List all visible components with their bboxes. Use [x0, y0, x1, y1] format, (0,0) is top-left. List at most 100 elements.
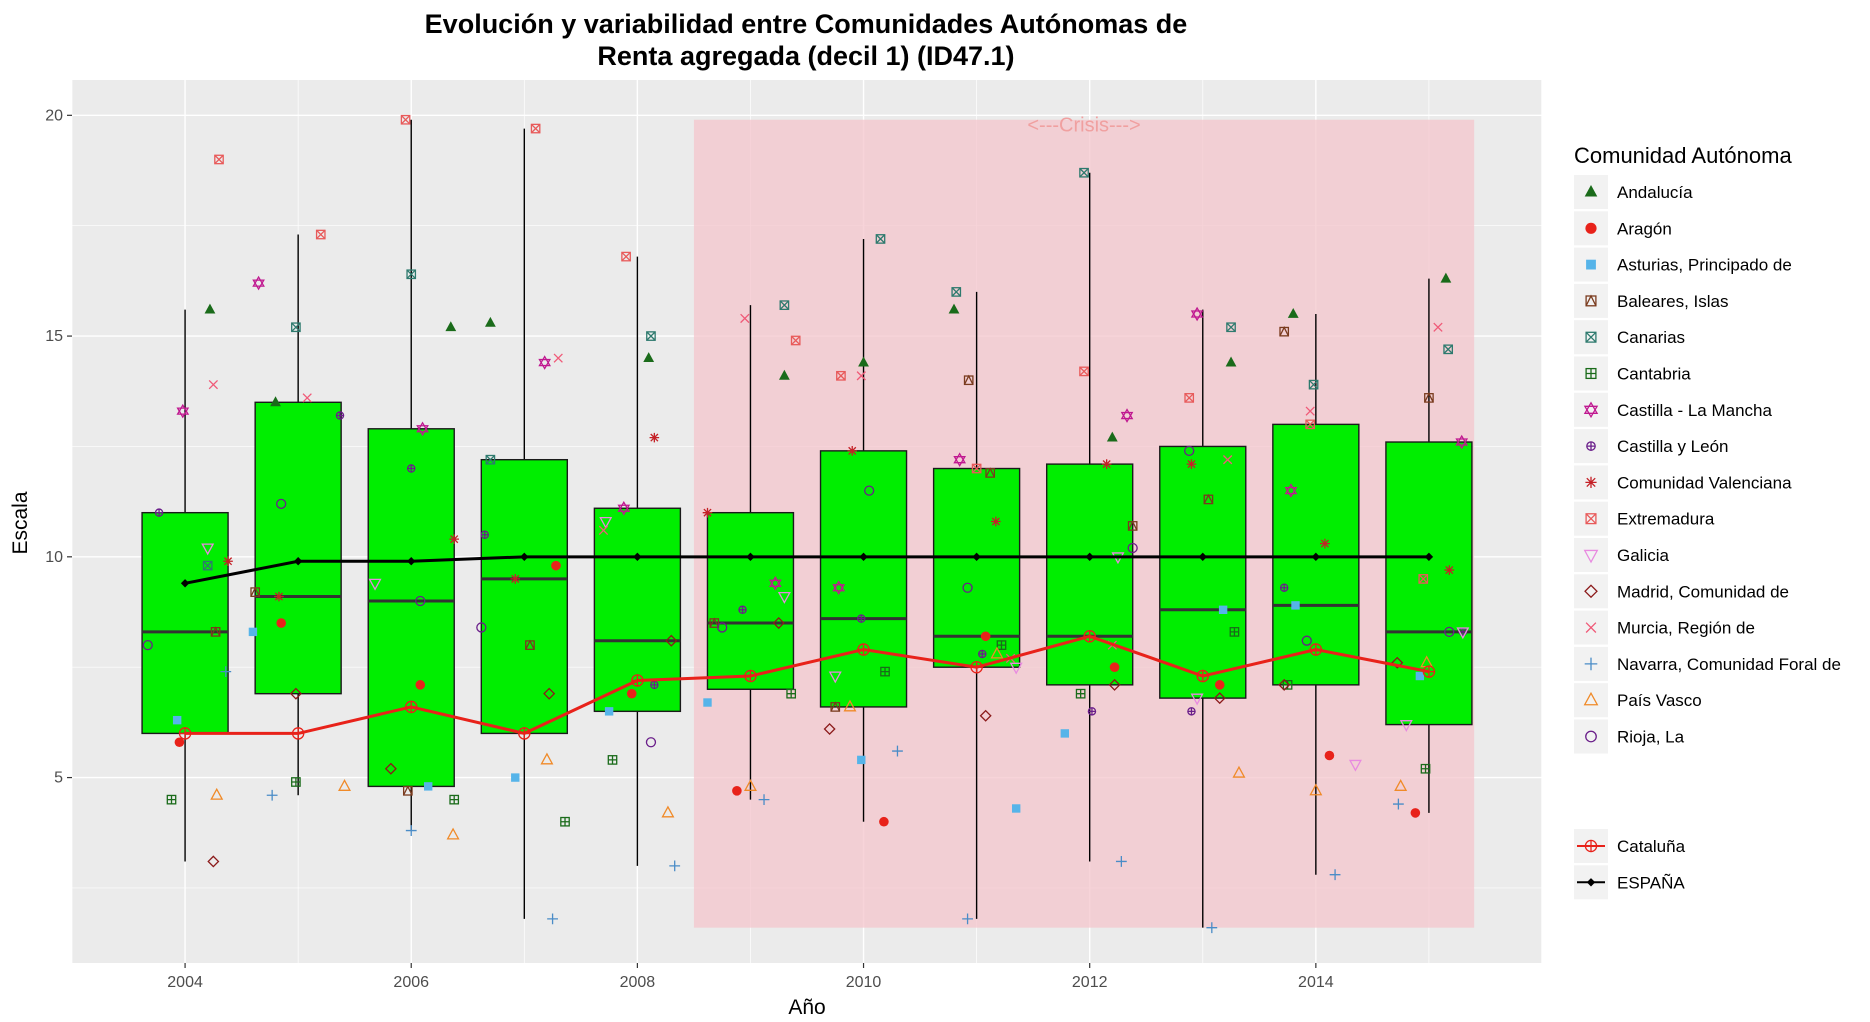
data-point — [538, 355, 552, 370]
data-point-mark — [1415, 671, 1425, 681]
data-point-mark — [1214, 680, 1225, 690]
legend-label: Castilla y León — [1617, 437, 1729, 456]
chart-title: Evolución y variabilidad entre Comunidad… — [425, 9, 1188, 71]
legend-item: Rioja, La — [1574, 719, 1685, 754]
legend-item: Comunidad Valenciana — [1574, 465, 1792, 500]
legend-key-mark — [1585, 222, 1597, 234]
data-point-inner — [1079, 168, 1089, 178]
data-point — [1418, 574, 1429, 584]
data-point-mark — [740, 313, 750, 324]
line-point-mark — [293, 557, 303, 566]
data-point-inner — [786, 689, 796, 698]
x-tick-label: 2008 — [620, 974, 656, 991]
legend-label: Aragón — [1617, 219, 1672, 238]
data-point-mark — [1278, 678, 1291, 691]
data-point-mark — [1101, 459, 1112, 469]
data-point-inner — [875, 234, 886, 244]
data-point — [643, 352, 655, 363]
data-point — [223, 556, 233, 567]
data-point — [779, 300, 790, 311]
data-point-inner — [538, 358, 552, 370]
data-point-inner — [953, 456, 967, 467]
data-point — [843, 699, 857, 712]
data-point-mark — [665, 634, 678, 647]
data-point-mark — [1218, 605, 1228, 614]
data-point-inner — [155, 509, 163, 517]
legend-item: Canarias — [1574, 320, 1685, 355]
data-point-mark — [777, 592, 791, 604]
data-point-mark — [530, 123, 541, 134]
box — [1159, 445, 1247, 699]
data-point-mark — [1184, 393, 1195, 403]
data-point-mark — [979, 709, 992, 722]
data-point — [1287, 307, 1299, 318]
box — [706, 511, 795, 690]
legend-label: ESPAÑA — [1617, 873, 1685, 892]
data-point-inner — [1424, 392, 1434, 403]
data-point-mark — [405, 825, 417, 836]
line-point — [1422, 665, 1436, 678]
line-point-mark — [859, 552, 868, 562]
series-castilla-y-le-n — [154, 411, 1468, 716]
data-point-mark — [202, 560, 213, 571]
data-point-mark — [174, 737, 185, 748]
boxplot-2010 — [819, 238, 908, 822]
legend-key-inner — [1585, 331, 1597, 343]
data-point-inner — [291, 322, 301, 332]
data-point-mark — [758, 794, 770, 806]
data-point-mark — [302, 393, 312, 403]
axes: 5 10 15 20 2004 2006 2008 2010 2012 2014 — [45, 107, 1334, 991]
line-point-mark — [633, 552, 642, 562]
data-point-mark — [1127, 542, 1138, 554]
data-point-inner — [525, 639, 535, 650]
data-point-inner — [951, 287, 961, 297]
legend-item: Castilla y León — [1574, 429, 1729, 464]
data-point — [368, 578, 382, 591]
data-point — [979, 709, 992, 722]
data-point — [703, 698, 712, 707]
legend-key-background — [1574, 392, 1608, 427]
data-point — [772, 617, 785, 630]
legend-item: Galicia — [1574, 538, 1670, 572]
legend-key-mark — [1585, 622, 1597, 633]
data-point — [1127, 520, 1138, 531]
data-point-mark — [1108, 678, 1121, 691]
data-point-mark — [1079, 366, 1089, 377]
data-point — [856, 371, 866, 381]
data-point-mark — [604, 707, 614, 716]
legend-title: Comunidad Autónoma — [1574, 143, 1792, 168]
data-point — [1101, 459, 1112, 469]
data-point-mark — [1213, 692, 1226, 705]
data-point-mark — [274, 591, 284, 602]
legend-key-mark — [1583, 401, 1599, 414]
data-point — [1229, 627, 1240, 637]
series-comunidad-valenciana — [223, 432, 1455, 602]
data-point — [510, 574, 521, 584]
data-point — [201, 543, 215, 556]
data-point — [1232, 765, 1246, 778]
data-point-inner — [252, 279, 265, 291]
data-point — [1075, 688, 1086, 699]
data-point — [786, 688, 797, 699]
series-cantabria — [166, 627, 1431, 827]
legend-key-background — [1574, 719, 1608, 754]
y-tick-label: 15 — [45, 328, 63, 345]
line-point-inner — [971, 661, 983, 673]
data-point — [1324, 750, 1335, 761]
legend-key-inner — [1585, 294, 1597, 307]
data-point-mark — [1186, 459, 1197, 469]
data-point-inner — [738, 606, 747, 614]
data-point — [1391, 656, 1404, 669]
data-point — [607, 755, 618, 765]
data-point — [980, 631, 991, 642]
data-point — [406, 269, 417, 280]
data-point — [732, 786, 742, 796]
data-point — [740, 313, 750, 324]
legend-item: Cataluña — [1574, 829, 1686, 863]
data-point — [646, 331, 656, 341]
legend-key-background — [1574, 683, 1608, 718]
data-point — [172, 715, 182, 725]
data-point-mark — [962, 582, 973, 593]
data-point — [1278, 678, 1291, 691]
boxplot-2007 — [480, 128, 569, 919]
